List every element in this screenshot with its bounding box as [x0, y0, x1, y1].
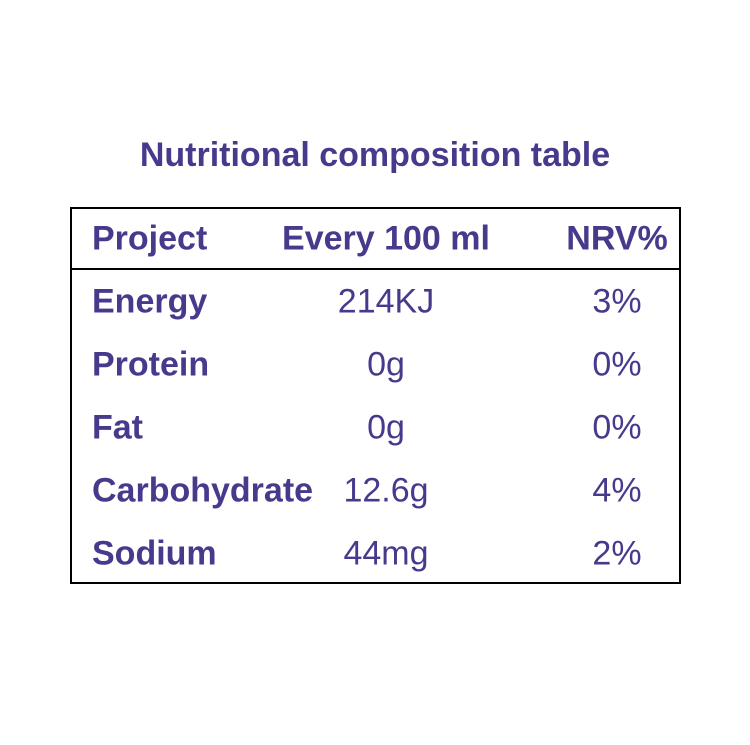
header-per-100ml: Every 100 ml: [282, 219, 490, 257]
table-row-fat: Fat 0g 0%: [72, 396, 679, 459]
row-amount: 12.6g: [343, 471, 429, 509]
page-title: Nutritional composition table: [139, 136, 611, 174]
row-nrv: 3%: [592, 282, 642, 320]
table-row-protein: Protein 0g 0%: [72, 333, 679, 396]
row-label: Energy: [92, 282, 208, 320]
row-amount: 44mg: [343, 534, 429, 572]
nutrition-table: Project Every 100 ml NRV% Energy 214KJ 3…: [70, 207, 681, 584]
row-amount: 214KJ: [337, 282, 435, 320]
row-amount: 0g: [367, 345, 405, 383]
row-label: Carbohydrate: [92, 471, 314, 509]
row-label: Sodium: [92, 534, 217, 572]
header-nrv-percent: NRV%: [566, 219, 668, 257]
row-label: Protein: [92, 345, 210, 383]
table-header-row: Project Every 100 ml NRV%: [72, 209, 679, 270]
row-nrv: 0%: [592, 408, 642, 446]
table-row-carbohydrate: Carbohydrate 12.6g 4%: [72, 459, 679, 522]
header-project: Project: [92, 219, 208, 257]
row-nrv: 2%: [592, 534, 642, 572]
row-nrv: 0%: [592, 345, 642, 383]
row-amount: 0g: [367, 408, 405, 446]
row-label: Fat: [92, 408, 143, 446]
table-row-energy: Energy 214KJ 3%: [72, 270, 679, 333]
table-row-sodium: Sodium 44mg 2%: [72, 522, 679, 585]
row-nrv: 4%: [592, 471, 642, 509]
